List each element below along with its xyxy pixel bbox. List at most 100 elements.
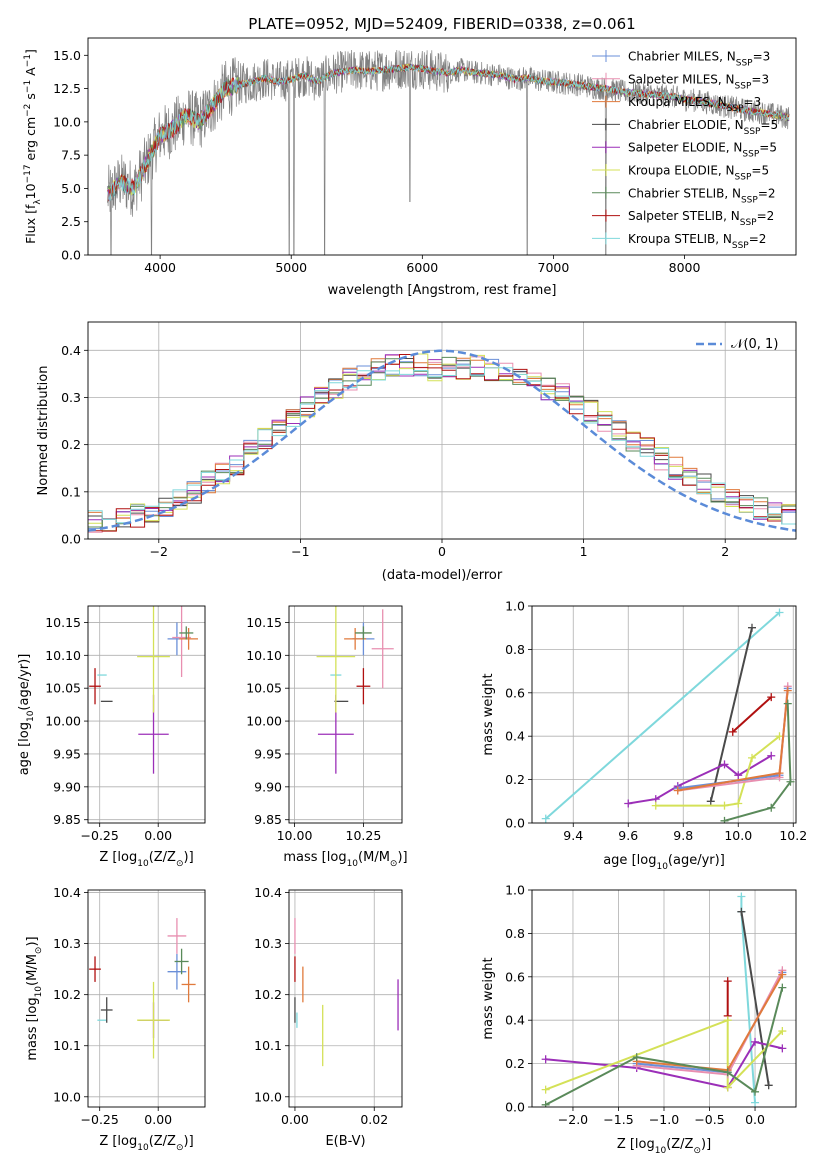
- errorbar-point: [174, 948, 189, 975]
- y-tick-label: 0.1: [61, 484, 81, 499]
- errorbar-point: [167, 953, 187, 990]
- y-axis-label: mass weight: [481, 957, 496, 1039]
- series-marker: [720, 816, 729, 823]
- legend-entry: Chabrier STELIB, NSSP=2: [628, 186, 776, 205]
- errorbars: [89, 606, 198, 774]
- weight-series-line: [541, 608, 784, 823]
- chart-title: PLATE=0952, MJD=52409, FIBERID=0338, z=0…: [248, 15, 635, 33]
- x-tick-label: 9.8: [673, 828, 693, 843]
- series-marker: [624, 799, 633, 808]
- x-tick-label: 0: [438, 544, 446, 559]
- errorbar-point: [89, 956, 101, 982]
- mass-vs-z-panel: −0.25 0.00 10.0 10.1 10.2 10.3 10.4 Z [log10(Z/…: [25, 885, 206, 1153]
- series-path: [732, 696, 772, 733]
- series-marker: [748, 753, 756, 762]
- y-tick-label: 10.3: [254, 936, 282, 951]
- series-marker: [751, 1037, 760, 1046]
- y-tick-label: 0.6: [505, 969, 525, 984]
- legend-entry: Kroupa ELODIE, NSSP=5: [628, 164, 769, 183]
- weight-series: [541, 892, 787, 1107]
- axes-frame: [288, 605, 403, 824]
- y-axis-label: Flux [fλ10−17 erg cm−2 s−1 A−1]: [23, 49, 43, 244]
- y-tick-label: 10.00: [246, 714, 282, 729]
- y-tick-label: 10.3: [53, 936, 81, 951]
- gaussian-curve: [88, 349, 796, 532]
- series-marker: [541, 814, 550, 823]
- x-axis-label: (data-model)/error: [382, 568, 503, 583]
- y-tick-label: 0.8: [505, 926, 525, 941]
- series-path: [677, 688, 789, 790]
- weight-series-line: [673, 684, 792, 793]
- y-tick-label: 10.2: [53, 987, 81, 1002]
- series-marker: [767, 803, 776, 812]
- series-marker: [764, 1081, 773, 1090]
- weight-series: [541, 608, 795, 823]
- errorbar-point: [89, 668, 101, 705]
- series-marker: [720, 760, 729, 769]
- series-marker: [767, 751, 776, 760]
- series-path: [709, 627, 753, 802]
- series-marker: [706, 797, 715, 806]
- errorbar-point: [137, 606, 170, 713]
- x-tick-label: −1.5: [603, 1112, 633, 1127]
- series-marker: [737, 907, 746, 916]
- x-tick-label: −1: [291, 544, 309, 559]
- y-tick-label: 10.0: [254, 1089, 282, 1104]
- residuals-panel: −2 −1 0 1 2 0.0 0.1 0.2 0.3 0.4 (data-model)/error…: [36, 321, 797, 583]
- series-marker: [720, 801, 729, 810]
- y-tick-label: 0.6: [505, 685, 525, 700]
- legend: Chabrier MILES, NSSP=3 Salpeter MILES, NS…: [592, 50, 778, 251]
- weight-series-line: [541, 983, 787, 1107]
- y-tick-label: 10.0: [53, 114, 81, 129]
- series-marker: [778, 1044, 787, 1053]
- y-tick-label: 0.0: [505, 816, 525, 831]
- age-vs-z-panel: −0.25 0.00 9.85 9.90 9.95 10.00 10.05 10.10 10.1…: [17, 605, 206, 869]
- errorbar-point: [371, 609, 394, 689]
- y-tick-label: 0.4: [505, 729, 525, 744]
- y-tick-label: 10.1: [53, 1038, 81, 1053]
- series-marker: [541, 1085, 550, 1094]
- errorbars: [294, 918, 399, 1067]
- axes-frame: [531, 605, 797, 824]
- errorbar-point: [167, 918, 187, 954]
- legend-entry: Salpeter STELIB, NSSP=2: [628, 209, 774, 228]
- weight-series-line: [706, 623, 756, 806]
- x-tick-label: 1: [580, 544, 588, 559]
- y-tick-label: 0.0: [61, 532, 81, 547]
- legend-entry: Kroupa STELIB, NSSP=2: [628, 232, 766, 251]
- x-axis-label: Z [log10(Z/Z⊙)]: [617, 1137, 711, 1156]
- series-marker: [751, 1098, 760, 1107]
- y-tick-label: 0.2: [505, 772, 525, 787]
- series-path: [628, 754, 772, 805]
- y-tick-label: 0.4: [61, 343, 81, 358]
- weight-series-line: [728, 693, 776, 736]
- y-axis-label: Normed distribution: [36, 366, 51, 496]
- y-tick-label: 12.5: [53, 81, 81, 96]
- x-tick-label: 0.00: [144, 1112, 172, 1127]
- errorbar-point: [179, 626, 194, 640]
- x-tick-label: 6000: [406, 260, 438, 275]
- x-tick-label: 0.02: [360, 1112, 388, 1127]
- series-marker: [723, 1068, 732, 1077]
- weight-series-line: [673, 686, 792, 795]
- x-tick-label: 10.00: [277, 828, 313, 843]
- y-axis-label: mass [log10(M/M⊙)]: [25, 936, 44, 1060]
- series-marker: [734, 799, 743, 808]
- x-tick-label: −0.25: [81, 828, 119, 843]
- x-axis-label: Z [log10(Z/Z⊙)]: [99, 1134, 193, 1153]
- x-tick-label: 8000: [669, 260, 701, 275]
- age-vs-mass-panel: 10.00 10.25 9.85 9.90 9.95 10.00 10.05 10.10 10.…: [246, 605, 408, 869]
- axes-frame: [288, 889, 403, 1108]
- series-marker: [541, 1055, 550, 1064]
- series-marker: [541, 1100, 550, 1107]
- series-path: [545, 611, 781, 820]
- x-tick-label: −0.5: [694, 1112, 724, 1127]
- legend-entry: Salpeter ELODIE, NSSP=5: [628, 141, 777, 160]
- axes-frame: [87, 605, 206, 824]
- axes-frame: [87, 889, 206, 1108]
- axes-frame: [87, 321, 797, 540]
- y-tick-label: 10.10: [246, 648, 282, 663]
- y-tick-label: 10.4: [254, 885, 282, 900]
- x-axis-label: mass [log10(M/M⊙)]: [283, 850, 407, 869]
